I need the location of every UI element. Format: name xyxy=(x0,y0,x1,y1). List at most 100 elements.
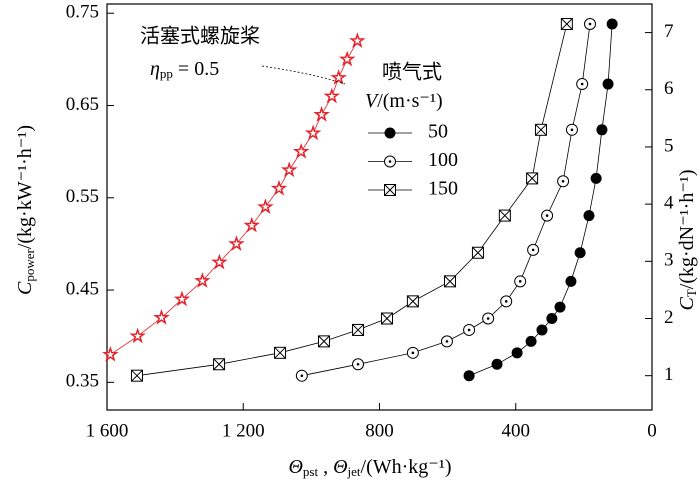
data-point xyxy=(498,209,511,222)
data-point xyxy=(463,370,475,382)
data-point xyxy=(546,313,558,325)
data-point xyxy=(274,346,287,359)
star-shape xyxy=(280,161,298,178)
data-point xyxy=(565,123,578,136)
legend-label: 50 xyxy=(428,121,448,143)
data-point xyxy=(500,295,513,308)
data-point xyxy=(525,335,537,347)
legend-title: V/(m·s⁻¹) xyxy=(365,90,443,112)
data-point xyxy=(313,106,330,122)
dot-shape xyxy=(491,358,503,370)
center-shape xyxy=(518,280,522,283)
data-point xyxy=(173,290,191,307)
data-point xyxy=(514,275,527,288)
cross-shape xyxy=(444,275,456,288)
star-shape xyxy=(211,253,228,270)
data-point xyxy=(243,216,261,233)
legend-marker xyxy=(384,155,396,168)
y2-axis-label-part: T xyxy=(684,289,699,297)
y-axis-label-part: power xyxy=(22,249,37,282)
data-point xyxy=(527,243,540,256)
data-point xyxy=(228,235,245,251)
data-point xyxy=(583,210,595,222)
data-point xyxy=(153,309,170,325)
dot-shape xyxy=(583,210,595,222)
data-point xyxy=(590,172,602,184)
center-shape xyxy=(531,248,535,252)
y2-tick-label: 4 xyxy=(664,193,674,214)
cross-shape xyxy=(384,184,396,196)
x-axis-label-part: /(Wh·kg⁻¹) xyxy=(361,456,452,478)
center-shape xyxy=(545,214,549,217)
data-point xyxy=(440,335,453,348)
data-point xyxy=(554,301,566,313)
cross-shape xyxy=(498,209,511,222)
data-point xyxy=(380,312,393,325)
cross-shape xyxy=(352,324,364,336)
data-point xyxy=(463,323,476,336)
legend-title: 喷气式 xyxy=(382,61,442,84)
dot-shape xyxy=(602,78,614,90)
legend-marker xyxy=(384,127,396,139)
y-axis-label: Cpower/(kg·kW⁻¹·h⁻¹) xyxy=(14,125,37,295)
legend-label: 150 xyxy=(428,178,458,200)
legend-title-part: /(m·s⁻¹) xyxy=(377,90,442,112)
data-point xyxy=(482,312,495,325)
dot-shape xyxy=(536,324,548,336)
y2-axis-label-part: /(kg·dN⁻¹·h⁻¹) xyxy=(676,169,698,289)
data-point xyxy=(406,295,419,308)
data-point xyxy=(270,179,288,196)
y2-tick-label: 3 xyxy=(664,250,674,271)
data-point xyxy=(565,275,577,287)
y2-tick-label: 7 xyxy=(664,21,674,42)
data-point xyxy=(338,50,356,67)
star-shape xyxy=(129,327,146,344)
data-point xyxy=(292,142,310,159)
data-point xyxy=(352,323,365,336)
data-point xyxy=(102,345,119,362)
cross-shape xyxy=(407,295,419,308)
star-shape xyxy=(304,124,322,141)
x-axis-label-part: jet xyxy=(347,464,361,479)
star-shape xyxy=(153,309,170,325)
legend-marker xyxy=(384,184,396,196)
annotation-part: pp xyxy=(160,66,173,81)
star-shape xyxy=(102,345,119,362)
data-point xyxy=(304,124,322,141)
data-point xyxy=(557,175,570,188)
dot-shape xyxy=(565,275,577,287)
x-tick-label: 1 200 xyxy=(222,420,265,441)
data-point xyxy=(406,346,419,359)
cross-shape xyxy=(131,369,143,382)
y-tick-label: 0.75 xyxy=(66,2,99,23)
star-shape xyxy=(173,290,191,307)
center-shape xyxy=(588,22,592,26)
star-shape xyxy=(270,179,288,196)
dot-shape xyxy=(554,301,566,313)
cross-shape xyxy=(274,346,286,359)
data-point xyxy=(295,369,308,382)
x-tick-label: 800 xyxy=(365,420,394,441)
dot-shape xyxy=(525,335,537,347)
center-shape xyxy=(570,128,574,132)
star-shape xyxy=(292,142,310,159)
data-point xyxy=(534,123,547,136)
y2-axis-label-part: C xyxy=(676,297,698,311)
legend-label: 100 xyxy=(428,149,458,171)
annotation: ηpp = 0.5 xyxy=(150,58,219,81)
y-axis-label-part: /(kg·kW⁻¹·h⁻¹) xyxy=(14,125,36,249)
y-tick-label: 0.55 xyxy=(66,186,99,207)
dot-shape xyxy=(546,313,558,325)
data-point xyxy=(596,124,608,136)
data-point xyxy=(541,209,554,222)
data-point xyxy=(536,324,548,336)
y-tick-label: 0.35 xyxy=(66,371,99,392)
star-shape xyxy=(349,32,366,48)
y-tick-label: 0.45 xyxy=(66,278,99,299)
center-shape xyxy=(561,179,565,183)
data-point xyxy=(574,247,586,259)
data-point xyxy=(511,347,523,359)
center-shape xyxy=(445,340,449,343)
y2-tick-label: 1 xyxy=(664,364,674,385)
